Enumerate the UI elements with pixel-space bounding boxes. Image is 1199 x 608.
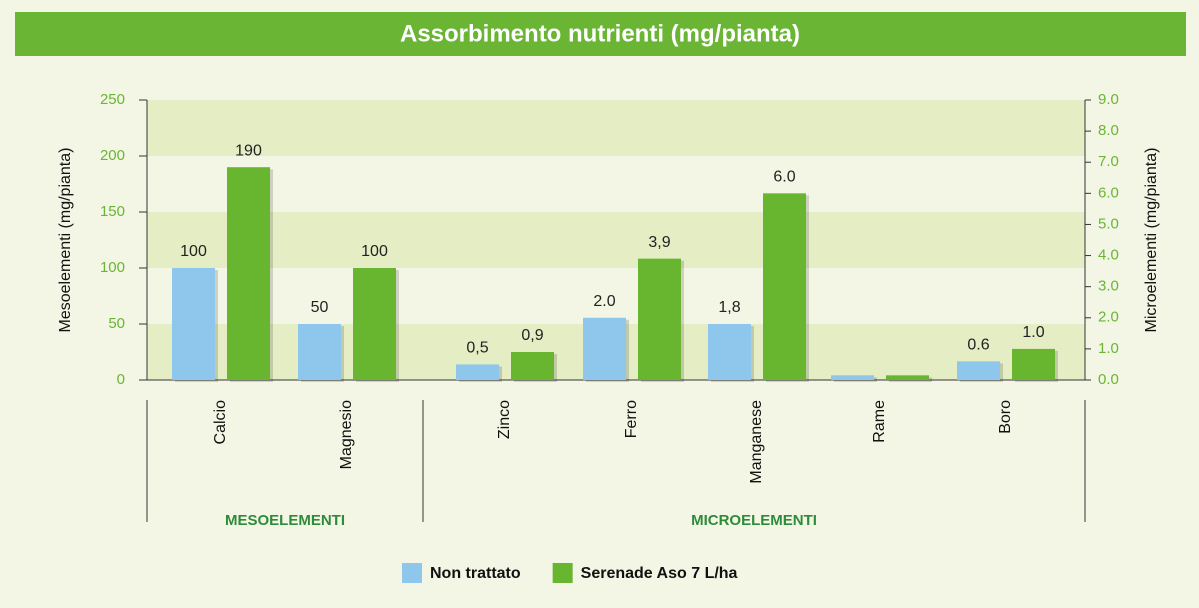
- bar: [638, 258, 681, 380]
- bar: [353, 268, 396, 380]
- value-label: 100: [180, 243, 207, 260]
- bar: [511, 352, 554, 380]
- y2-tick-label: 2.0: [1098, 309, 1119, 326]
- y2-tick-label: 9.0: [1098, 91, 1119, 108]
- y2-tick-label: 8.0: [1098, 122, 1119, 139]
- bar: [763, 193, 806, 380]
- value-label: 190: [235, 142, 262, 159]
- value-label: 50: [311, 299, 329, 316]
- band: [147, 100, 1085, 156]
- y2-tick-label: 3.0: [1098, 278, 1119, 295]
- x-tick-label: Boro: [997, 400, 1014, 434]
- bar: [1012, 348, 1055, 380]
- bar: [886, 375, 929, 380]
- y-tick-label: 50: [108, 315, 125, 332]
- value-label: 0.6: [967, 337, 989, 354]
- x-tick-label: Ferro: [623, 400, 640, 438]
- y-tick-label: 0: [117, 371, 125, 388]
- legend-label: Non trattato: [430, 565, 521, 582]
- bar: [708, 324, 751, 380]
- bar: [298, 324, 341, 380]
- group-label: MICROELEMENTI: [691, 512, 817, 529]
- chart-title: Assorbimento nutrienti (mg/pianta): [400, 20, 800, 47]
- y2-tick-label: 1.0: [1098, 340, 1119, 357]
- x-tick-label: Calcio: [212, 400, 229, 445]
- y2-axis-label: Microelementi (mg/pianta): [1143, 148, 1160, 333]
- y2-tick-label: 0.0: [1098, 371, 1119, 388]
- y2-tick-label: 6.0: [1098, 184, 1119, 201]
- y-tick-label: 200: [100, 147, 125, 164]
- y-axis-label: Mesoelementi (mg/pianta): [57, 148, 74, 333]
- x-tick-label: Zinco: [496, 400, 513, 439]
- group-label: MESOELEMENTI: [225, 512, 345, 529]
- value-label: 3,9: [648, 234, 670, 251]
- bar: [583, 317, 626, 380]
- value-label: 0,5: [466, 340, 488, 357]
- bar: [456, 364, 499, 380]
- value-label: 0,9: [521, 327, 543, 344]
- y2-tick-label: 7.0: [1098, 153, 1119, 170]
- title-bar: [15, 12, 1186, 56]
- legend-label: Serenade Aso 7 L/ha: [581, 565, 738, 582]
- x-tick-label: Magnesio: [338, 400, 355, 469]
- legend-swatch: [552, 563, 573, 583]
- y2-tick-label: 4.0: [1098, 247, 1119, 264]
- value-label: 2.0: [593, 293, 615, 310]
- value-label: 100: [361, 243, 388, 260]
- y-tick-label: 250: [100, 91, 125, 108]
- x-tick-label: Manganese: [748, 400, 765, 484]
- x-tick-label: Rame: [871, 400, 888, 443]
- legend-swatch: [402, 563, 422, 583]
- band: [147, 212, 1085, 268]
- y-tick-label: 150: [100, 203, 125, 220]
- y2-tick-label: 5.0: [1098, 215, 1119, 232]
- value-label: 6.0: [773, 169, 795, 186]
- value-label: 1,8: [718, 299, 740, 316]
- bar: [227, 167, 270, 380]
- value-label: 1.0: [1022, 324, 1044, 341]
- bar: [831, 375, 874, 380]
- bar: [172, 268, 215, 380]
- bar: [957, 361, 1000, 380]
- y-tick-label: 100: [100, 259, 125, 276]
